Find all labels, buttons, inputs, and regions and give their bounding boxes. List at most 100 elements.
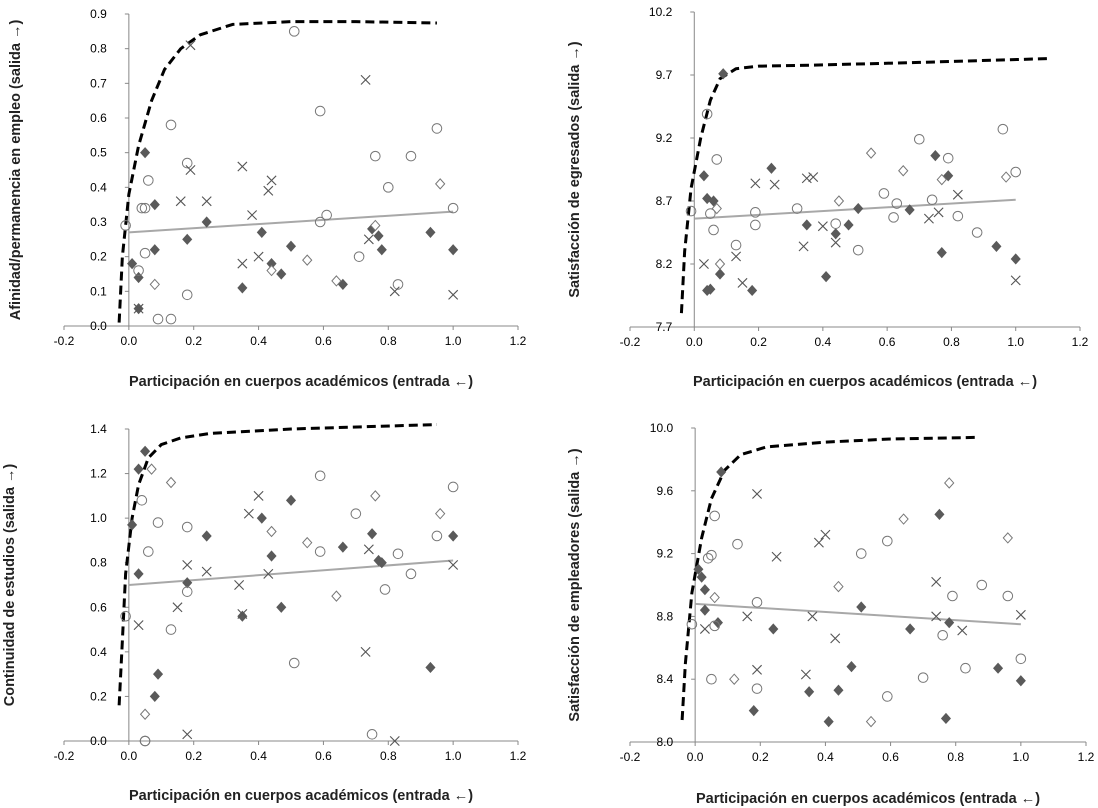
y-tick-label: 8.8 <box>656 609 673 623</box>
data-point-cross <box>952 189 963 200</box>
data-point-diamond-filled <box>201 216 212 228</box>
data-point-diamond-filled <box>182 577 193 589</box>
y-tick-label: 10.2 <box>649 5 673 19</box>
y-tick-label: 1.2 <box>90 467 107 481</box>
y-tick-label: 7.7 <box>656 320 673 334</box>
data-point-diamond-open <box>370 219 381 232</box>
data-point-circle-open <box>830 218 842 229</box>
data-point-circle-open <box>750 207 761 218</box>
data-point-circle-open <box>852 244 864 256</box>
data-point-circle-open <box>926 194 938 206</box>
data-point-cross <box>185 165 196 175</box>
data-point-diamond-filled <box>904 204 915 216</box>
data-point-diamond-filled <box>801 219 812 231</box>
data-point-circle-open <box>917 672 929 683</box>
data-point-circle-open <box>288 657 300 669</box>
data-point-cross <box>800 669 811 680</box>
data-point-circle-open <box>709 510 720 522</box>
data-point-diamond-filled <box>943 170 954 182</box>
data-point-diamond-filled <box>991 240 1002 252</box>
x-tick-label: 0.6 <box>879 335 896 349</box>
data-point-diamond-open <box>709 591 720 604</box>
data-point-circle-open <box>350 508 362 519</box>
data-point-diamond-open <box>865 147 877 159</box>
data-point-diamond-filled <box>285 240 297 252</box>
y-tick-label: 8.0 <box>656 735 673 749</box>
data-point-cross <box>360 74 371 85</box>
data-point-circle-open <box>288 26 300 37</box>
y-tick-label: 0.0 <box>90 734 107 748</box>
data-point-circle-open <box>165 119 177 131</box>
data-point-diamond-open <box>714 258 726 270</box>
data-point-diamond-filled <box>237 610 248 622</box>
y-tick-label: 9.2 <box>656 131 673 145</box>
data-point-diamond-filled <box>256 512 267 524</box>
data-point-circle-open <box>685 205 697 217</box>
data-point-circle-open <box>353 251 365 262</box>
data-point-circle-open <box>405 150 417 162</box>
data-point-circle-open <box>165 313 177 325</box>
x-tick-label: 0.0 <box>687 750 704 764</box>
data-point-circle-open <box>139 735 151 747</box>
trend-line <box>128 559 454 586</box>
data-point-circle-open <box>314 216 326 228</box>
data-point-cross <box>820 529 831 540</box>
data-point-cross <box>448 559 459 570</box>
data-point-cross <box>698 259 709 269</box>
data-point-cross <box>813 537 824 548</box>
data-point-diamond-filled <box>266 550 277 562</box>
data-point-circle-open <box>855 548 867 559</box>
y-tick-label: 8.7 <box>656 194 673 208</box>
x-tick-label: 0.2 <box>185 749 202 763</box>
data-point-circle-open <box>181 586 193 597</box>
data-point-diamond-open <box>302 254 313 266</box>
data-point-circle-open <box>314 105 326 117</box>
data-point-diamond-filled <box>714 268 726 280</box>
data-point-cross <box>172 602 183 613</box>
data-point-circle-open <box>133 265 144 276</box>
y-tick-label: 1.0 <box>90 511 107 525</box>
data-point-cross <box>175 196 186 207</box>
data-point-cross <box>237 608 248 619</box>
chart-panel-2: -0.2 0.0 0.2 0.4 0.6 0.8 1.0 1.2 7.7 8.2 8.7 9.2 9.7… <box>567 5 1089 390</box>
x-tick-label: 1.2 <box>1078 750 1095 764</box>
x-tick-label: 0.6 <box>315 334 332 348</box>
x-tick-label: 1.0 <box>445 749 462 763</box>
data-point-diamond-open <box>729 673 740 685</box>
data-point-circle-open <box>937 629 948 641</box>
x-axis-title: Participación en cuerpos académicos (ent… <box>693 374 1037 390</box>
data-point-cross <box>448 289 459 300</box>
x-tick-label: 0.2 <box>750 335 767 349</box>
data-point-circle-open <box>732 538 743 550</box>
frontier-line <box>117 20 437 323</box>
data-point-diamond-filled <box>425 226 436 238</box>
data-point-diamond-filled <box>768 623 779 635</box>
data-point-diamond-filled <box>934 508 945 520</box>
data-point-circle-open <box>431 530 443 542</box>
y-tick-label: 0.4 <box>90 645 107 659</box>
data-point-cross <box>253 490 264 501</box>
data-point-cross <box>237 161 248 172</box>
data-point-diamond-filled <box>699 604 710 616</box>
data-point-diamond-open <box>434 178 446 190</box>
x-tick-label: -0.2 <box>54 334 75 348</box>
data-point-circle-open <box>706 673 717 685</box>
data-point-cross <box>360 646 371 657</box>
data-point-diamond-filled <box>337 541 348 553</box>
data-point-cross <box>1015 609 1026 620</box>
data-point-circle-open <box>392 279 404 290</box>
x-axis-title: Participación en cuerpos académicos (ent… <box>129 374 473 390</box>
data-point-circle-open <box>952 210 964 222</box>
data-point-circle-open <box>370 150 381 162</box>
y-tick-label: 0.3 <box>90 215 107 229</box>
data-point-diamond-open <box>898 165 909 177</box>
data-point-circle-open <box>314 470 326 482</box>
data-point-cross <box>771 551 782 562</box>
data-point-diamond-filled <box>285 494 297 506</box>
data-point-cross <box>923 213 934 224</box>
data-point-cross <box>750 178 761 189</box>
y-tick-label: 8.2 <box>656 257 673 271</box>
data-point-cross <box>263 568 274 579</box>
data-point-circle-open <box>711 154 723 165</box>
